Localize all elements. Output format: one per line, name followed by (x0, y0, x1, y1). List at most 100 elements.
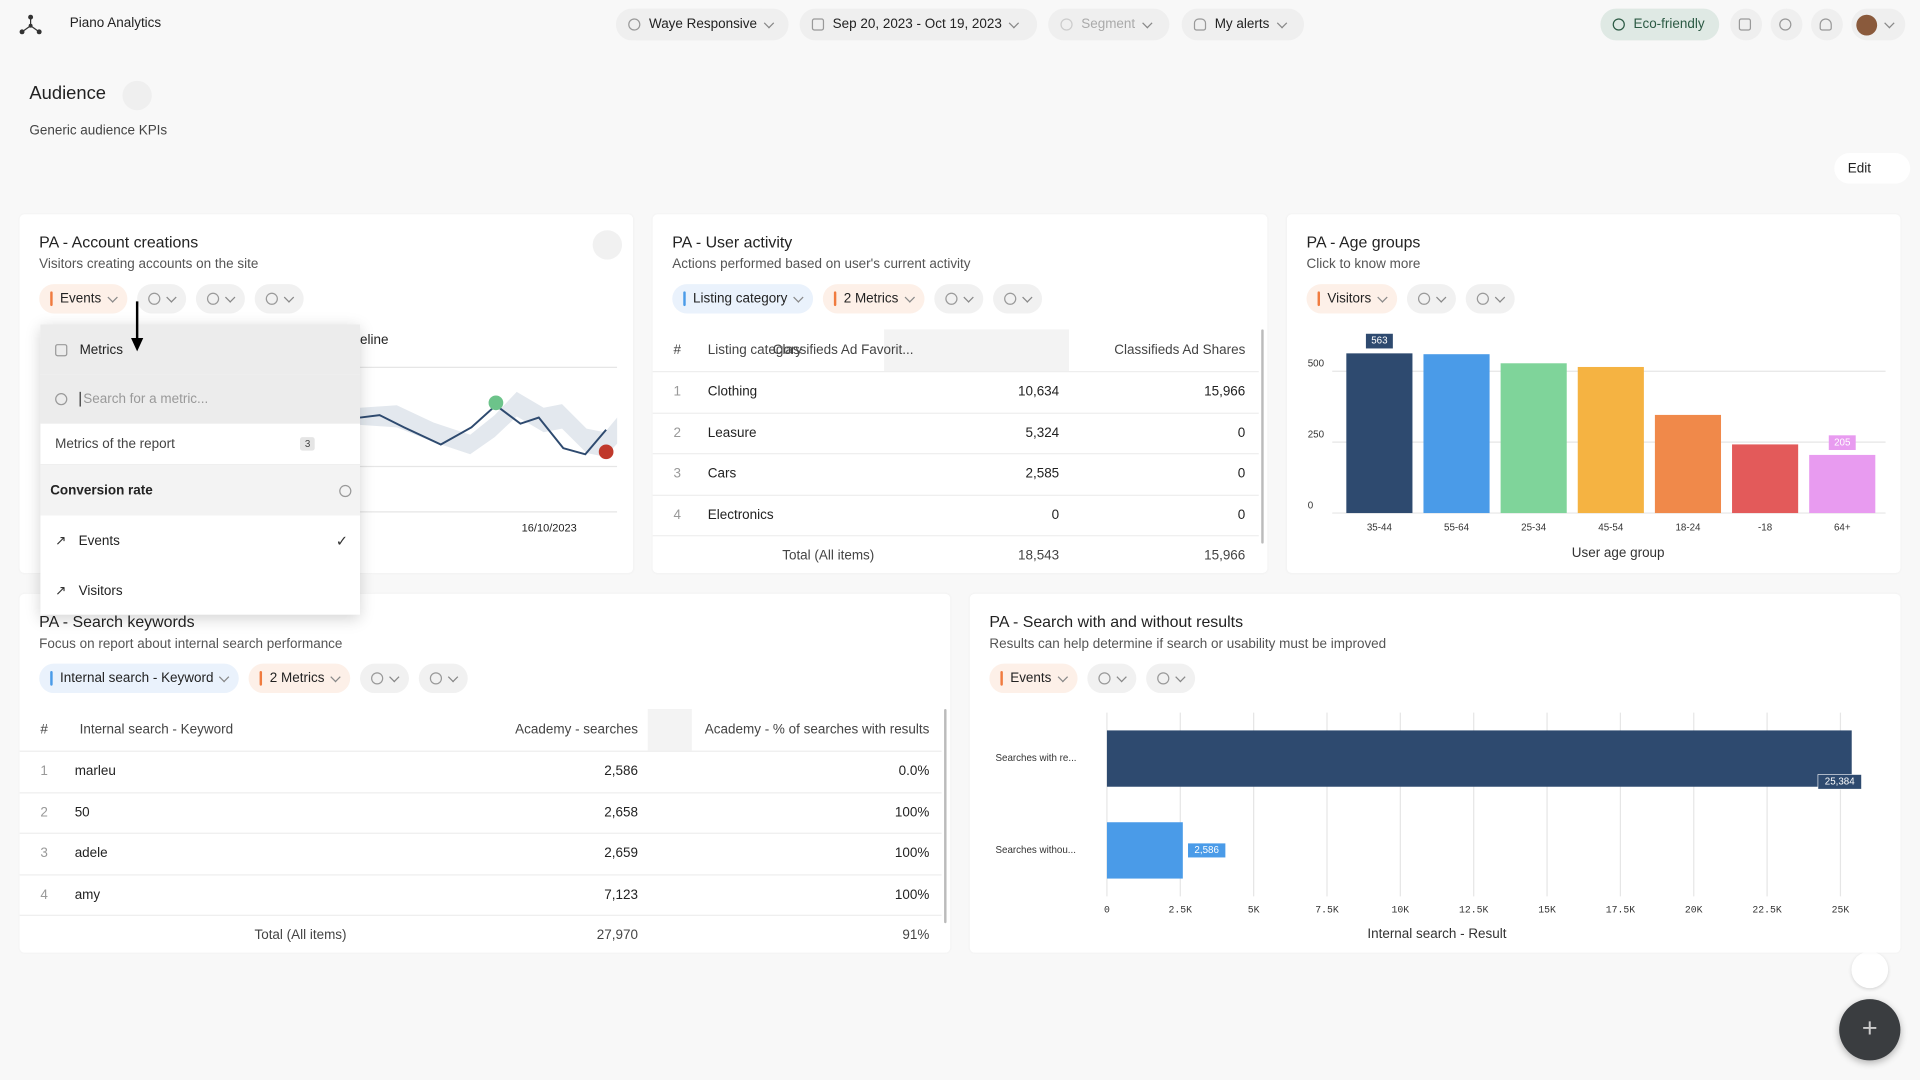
x-tick-label: 64+ (1834, 522, 1851, 533)
value-label: 563 (1371, 336, 1388, 347)
icon-chip[interactable] (1146, 664, 1195, 693)
widget-toolbar: Visitors (1307, 284, 1515, 313)
chip[interactable]: 2 Metrics (823, 284, 924, 313)
section-header: Metrics of the report3 (40, 424, 360, 466)
table-cell: 3 (673, 464, 681, 484)
user-menu[interactable] (1851, 9, 1905, 41)
x-tick-label: 5K (1248, 904, 1260, 915)
chevron (904, 292, 914, 302)
help-button[interactable] (1771, 9, 1803, 41)
icon-chip[interactable] (1087, 664, 1136, 693)
rocket-button[interactable] (1851, 951, 1888, 988)
table-cell: Leasure (708, 423, 757, 443)
table-cell: Academy - % of searches with results (705, 720, 930, 740)
icon-chip[interactable] (1407, 284, 1456, 313)
table-cell: Internal search - Keyword (80, 720, 233, 740)
section-title: Metrics of the report (55, 437, 288, 452)
value-label: 2,586 (1194, 845, 1219, 856)
chip-color (50, 671, 52, 686)
chevron (793, 292, 803, 302)
expand-button[interactable] (593, 230, 622, 259)
rename-button[interactable] (122, 81, 151, 110)
sparkline (360, 361, 617, 545)
chip-label: 2 Metrics (270, 671, 325, 686)
metric-option[interactable]: ↗Visitors (40, 566, 360, 616)
sep (20, 833, 942, 834)
segment: Segment (1081, 17, 1135, 32)
chip[interactable]: Internal search - Keyword (39, 664, 239, 693)
table-cell: 2 (40, 803, 48, 823)
icon-chip[interactable] (195, 284, 244, 313)
metric-search[interactable]: Search for a metric... (40, 375, 360, 424)
icon (1820, 18, 1832, 30)
bar (1732, 444, 1798, 513)
dropdown-header: Metrics (40, 324, 360, 374)
chevron (1022, 292, 1032, 302)
chevron (1009, 17, 1019, 27)
chevron (1884, 17, 1894, 27)
chevron (1495, 292, 1505, 302)
x-tick-label: 10K (1392, 904, 1410, 915)
site-selector[interactable]: Waye Responsive (616, 9, 789, 41)
metric-option[interactable]: Conversion rate (40, 465, 360, 515)
widget-title: PA - Account creations (39, 233, 198, 251)
icon-chip[interactable] (993, 284, 1042, 313)
chip-label: Visitors (1327, 291, 1371, 306)
segment-selector[interactable]: Segment (1048, 9, 1169, 41)
sep (653, 371, 1259, 372)
apps-button[interactable] (1730, 9, 1762, 41)
chevron (225, 292, 235, 302)
table-cell: 18,543 (1018, 546, 1059, 566)
app-name: Piano Analytics (70, 16, 161, 31)
x-tick-label: 25K (1832, 904, 1850, 915)
x-tick-label: 55-64 (1444, 522, 1470, 533)
icon (55, 343, 67, 355)
icon (1098, 672, 1110, 684)
edit-button[interactable]: Edit (1834, 153, 1910, 184)
chip[interactable]: Listing category (672, 284, 813, 313)
eco-toggle[interactable]: Eco-friendly (1600, 9, 1719, 41)
metric-option[interactable]: ↗Events✓ (40, 516, 360, 566)
table-cell: 5,324 (1025, 423, 1059, 443)
table-cell: # (673, 340, 681, 360)
icon-chip[interactable] (254, 284, 303, 313)
icon-chip[interactable] (934, 284, 983, 313)
logo[interactable] (18, 13, 42, 37)
icon-chip[interactable] (419, 664, 468, 693)
icon-chip[interactable] (360, 664, 409, 693)
x-tick-label: 18-24 (1675, 522, 1701, 533)
table-cell: 0 (1238, 464, 1246, 484)
chevron (1175, 671, 1185, 681)
table-cell: 2 (673, 423, 681, 443)
x-tick-label: -18 (1758, 522, 1773, 533)
bar (1655, 415, 1721, 513)
chip[interactable]: Events (989, 664, 1077, 693)
chip-label: Listing category (693, 291, 787, 306)
alerts-selector[interactable]: My alerts (1182, 9, 1304, 41)
chip-color (50, 291, 52, 306)
date-selector[interactable]: Sep 20, 2023 - Oct 19, 2023 (800, 9, 1038, 41)
table-cell: 4 (40, 885, 48, 905)
icon (1477, 293, 1489, 305)
table-cell: Clothing (708, 382, 757, 402)
chevron (107, 292, 117, 302)
table-cell: 3 (40, 844, 48, 864)
page-title: Audience (29, 83, 106, 104)
widget-subtitle: Results can help determine if search or … (989, 637, 1386, 652)
chip[interactable]: 2 Metrics (249, 664, 350, 693)
y-tick-label: Searches withou... (996, 845, 1076, 856)
icon (371, 672, 383, 684)
arrow-head (131, 338, 143, 351)
table-cell: 4 (673, 505, 681, 525)
add-button[interactable]: + (1839, 999, 1900, 1060)
table-cell: 10,634 (1018, 382, 1059, 402)
chip[interactable]: Events (39, 284, 127, 313)
icon-chip[interactable] (1466, 284, 1515, 313)
chevron (1276, 17, 1286, 27)
notifications-button[interactable] (1811, 9, 1843, 41)
table-cell: 15,966 (1204, 382, 1245, 402)
x-tick-label: 35-44 (1367, 522, 1393, 533)
chevron (1057, 671, 1067, 681)
chip[interactable]: Visitors (1307, 284, 1397, 313)
